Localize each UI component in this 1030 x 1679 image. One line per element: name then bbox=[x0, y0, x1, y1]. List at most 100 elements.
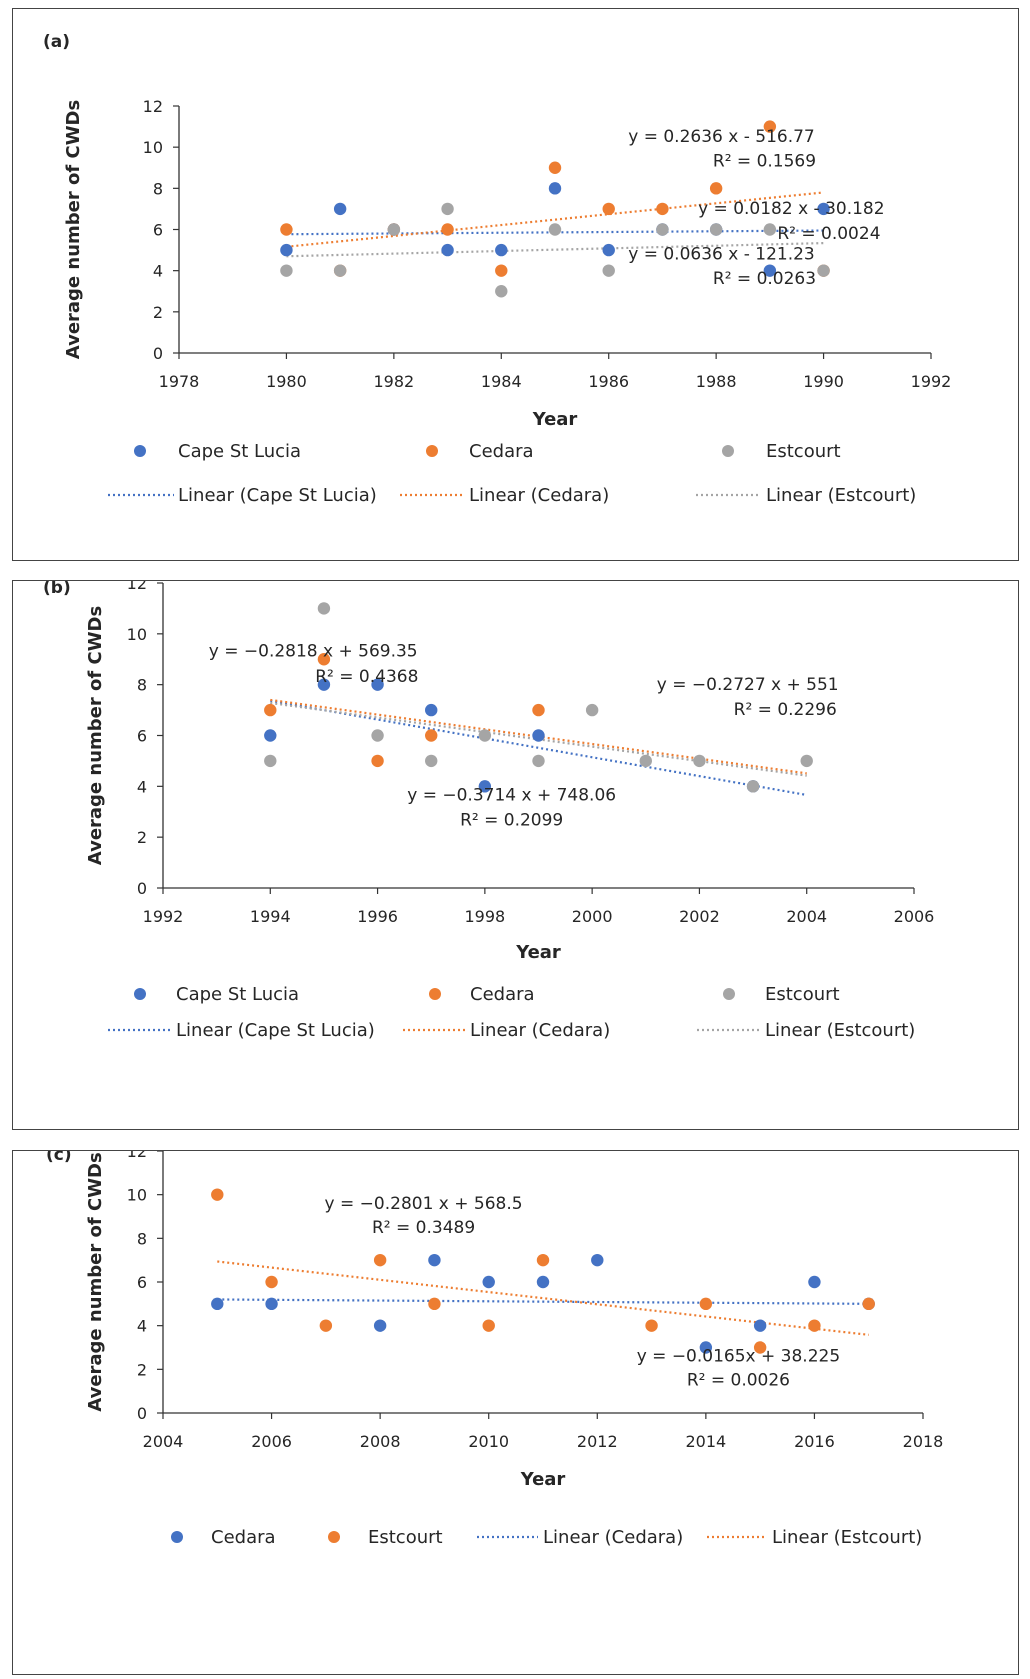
legend-label: Cape St Lucia bbox=[176, 984, 299, 1005]
legend-marker bbox=[134, 445, 146, 457]
data-point-b-s3 bbox=[478, 729, 492, 742]
x-tick-label: 1982 bbox=[373, 372, 414, 391]
x-tick-label: 1996 bbox=[357, 907, 398, 926]
data-point-b-s1 bbox=[371, 678, 384, 691]
data-point-a-s1 bbox=[495, 243, 508, 257]
data-point-c-s2 bbox=[645, 1319, 658, 1332]
data-point-b-s3 bbox=[264, 754, 277, 768]
legend-trend-label: Linear (Cedara) bbox=[543, 1527, 683, 1548]
trend-equation-label: R² = 0.2099 bbox=[460, 811, 563, 831]
chart-panel-c: (c) 0 2 4 6 8 10 12 2004 2006 2008 2010 2012 2014 2016… bbox=[12, 1150, 1019, 1675]
y-tick-label: 12 bbox=[143, 97, 163, 116]
legend-label: Cedara bbox=[211, 1527, 276, 1548]
y-axis-title: Average number of CWDs bbox=[85, 1152, 106, 1411]
data-point-a-s2 bbox=[441, 223, 454, 236]
x-tick-label: 1988 bbox=[696, 372, 737, 391]
data-point-c-s2 bbox=[808, 1319, 821, 1332]
data-point-a-s2 bbox=[280, 223, 293, 236]
y-tick-label: 12 bbox=[127, 1151, 147, 1161]
data-point-b-s3 bbox=[585, 703, 599, 717]
y-tick-label: 10 bbox=[127, 625, 147, 644]
trend-equation-label: R² = 0.0024 bbox=[777, 224, 880, 244]
legend-trend-label: Linear (Estcourt) bbox=[765, 1020, 915, 1041]
trend-equation-label: R² = 0.3489 bbox=[372, 1218, 475, 1238]
data-point-a-s3 bbox=[656, 223, 669, 236]
x-tick-label: 2016 bbox=[794, 1432, 835, 1451]
data-point-a-s3 bbox=[387, 223, 401, 236]
x-tick-label: 1986 bbox=[588, 372, 629, 391]
data-point-b-s1 bbox=[264, 729, 277, 742]
data-point-c-s1 bbox=[265, 1297, 278, 1311]
data-point-b-s2 bbox=[532, 703, 545, 717]
data-point-b-s2 bbox=[317, 653, 331, 666]
trendline-c-2 bbox=[217, 1260, 869, 1336]
data-point-a-s3 bbox=[763, 223, 777, 236]
trend-equation-label: y = −0.0165x + 38.225 bbox=[637, 1347, 840, 1367]
chart-a-svg: (a) 0 2 4 6 8 10 12 1978 1980 1982 1984 1986 1988 1990… bbox=[43, 32, 952, 506]
x-axis-title: Year bbox=[532, 409, 578, 430]
x-tick-label: 2010 bbox=[468, 1432, 509, 1451]
data-point-a-s2 bbox=[763, 120, 777, 133]
data-point-c-s2 bbox=[699, 1297, 713, 1311]
x-tick-label: 1984 bbox=[481, 372, 522, 391]
data-point-a-s3 bbox=[709, 223, 723, 236]
trendline-b-1 bbox=[270, 699, 807, 797]
data-point-c-s2 bbox=[862, 1297, 875, 1311]
y-axis-title: Average number of CWDs bbox=[63, 100, 84, 359]
panel-label-a: (a) bbox=[43, 32, 70, 52]
legend-label: Cedara bbox=[469, 441, 534, 462]
legend-marker bbox=[723, 988, 735, 1000]
y-tick-label: 10 bbox=[143, 138, 163, 157]
data-point-b-s2 bbox=[371, 754, 384, 768]
data-point-b-s3 bbox=[746, 780, 760, 793]
x-tick-label: 1978 bbox=[159, 372, 200, 391]
data-point-a-s1 bbox=[280, 243, 293, 257]
legend-marker bbox=[134, 988, 146, 1000]
data-point-b-s3 bbox=[800, 754, 813, 768]
y-tick-label: 6 bbox=[137, 727, 147, 746]
data-point-b-s3 bbox=[371, 729, 384, 742]
data-point-b-s3 bbox=[317, 602, 331, 615]
data-point-c-s1 bbox=[373, 1319, 387, 1332]
y-tick-label: 4 bbox=[137, 777, 147, 796]
data-point-a-s1 bbox=[333, 202, 347, 216]
panel-label-b: (b) bbox=[43, 581, 71, 598]
trend-equation-label: y = −0.2801 x + 568.5 bbox=[325, 1194, 523, 1214]
y-tick-label: 8 bbox=[137, 1229, 147, 1248]
data-point-a-s1 bbox=[441, 243, 454, 257]
x-tick-label: 1992 bbox=[911, 372, 952, 391]
y-tick-label: 4 bbox=[153, 262, 163, 281]
trend-equation-label: y = 0.0636 x - 121.23 bbox=[628, 244, 815, 264]
x-tick-label: 1998 bbox=[464, 907, 505, 926]
data-point-c-s1 bbox=[753, 1319, 767, 1332]
data-point-c-s2 bbox=[482, 1319, 495, 1332]
x-tick-label: 2008 bbox=[360, 1432, 401, 1451]
x-tick-label: 2002 bbox=[679, 907, 720, 926]
x-axis-title: Year bbox=[520, 1469, 566, 1490]
legend-trend-label: Linear (Cape St Lucia) bbox=[176, 1020, 375, 1041]
trend-equation-label: R² = 0.0026 bbox=[687, 1371, 790, 1391]
trend-equation-label: y = −0.2727 x + 551 bbox=[657, 675, 839, 695]
data-point-c-s1 bbox=[591, 1253, 604, 1267]
x-tick-label: 2004 bbox=[143, 1432, 184, 1451]
x-tick-label: 1994 bbox=[250, 907, 291, 926]
panel-label-c: (c) bbox=[46, 1151, 72, 1165]
legend-marker bbox=[722, 445, 734, 457]
data-point-a-s1 bbox=[763, 264, 777, 277]
y-tick-label: 2 bbox=[153, 303, 163, 322]
data-point-b-s1 bbox=[317, 678, 331, 691]
trend-equation-label: R² = 0.2296 bbox=[734, 700, 837, 720]
y-tick-label: 6 bbox=[153, 221, 163, 240]
y-tick-label: 2 bbox=[137, 1360, 147, 1379]
trend-equation-label: R² = 0.0263 bbox=[713, 269, 816, 289]
data-point-a-s3 bbox=[495, 285, 508, 298]
chart-c-svg: (c) 0 2 4 6 8 10 12 2004 2006 2008 2010 2012 2014 2016… bbox=[46, 1151, 943, 1548]
x-tick-label: 2000 bbox=[572, 907, 613, 926]
legend-label: Estcourt bbox=[765, 984, 840, 1005]
data-point-c-s2 bbox=[211, 1188, 224, 1201]
data-point-a-s3 bbox=[441, 202, 454, 216]
data-point-b-s3 bbox=[693, 754, 706, 768]
x-axis-title: Year bbox=[515, 942, 561, 963]
data-point-c-s1 bbox=[699, 1341, 713, 1354]
data-point-b-s2 bbox=[425, 729, 438, 742]
